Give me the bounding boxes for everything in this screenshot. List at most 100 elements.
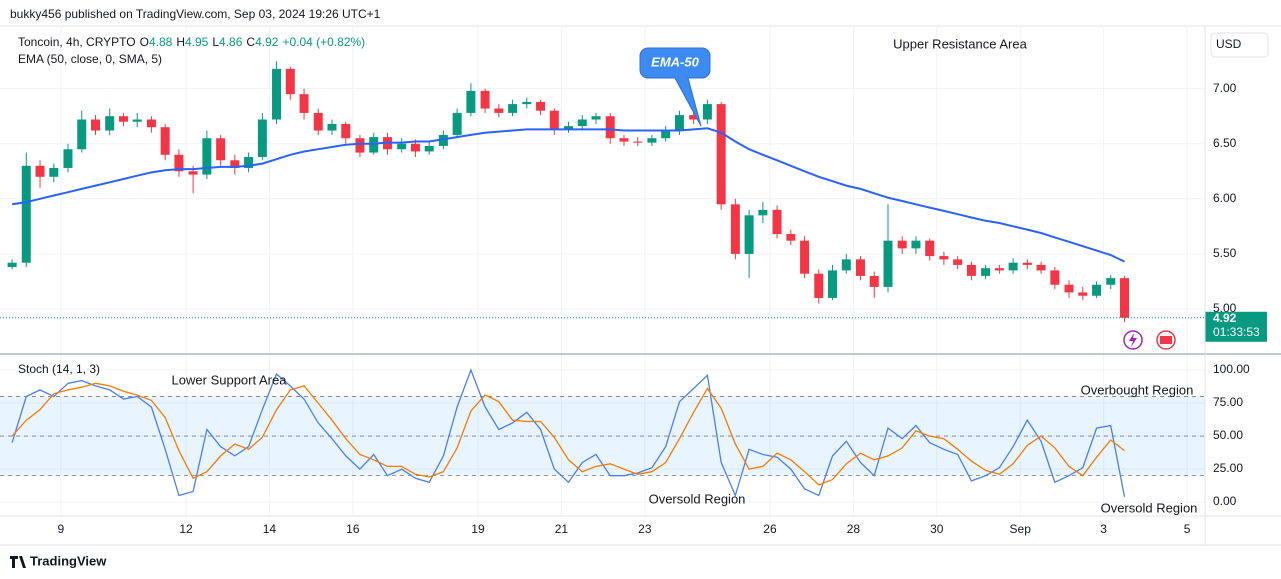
series-line <box>11 382 1125 486</box>
y-tick-label: 5.50 <box>1213 246 1237 260</box>
candle-body <box>132 119 142 122</box>
candle-body <box>564 126 574 130</box>
y-tick-label: 100.00 <box>1213 362 1250 376</box>
ohlc-o: O4.88 <box>139 35 173 49</box>
candle-body <box>939 256 949 260</box>
last-price-label: 4.92 <box>1213 311 1237 325</box>
series-line <box>11 127 1125 263</box>
candle-body <box>91 119 101 131</box>
candle-body <box>855 259 865 276</box>
symbol: Toncoin, 4h, CRYPTO <box>18 35 136 49</box>
candle-body <box>744 215 754 254</box>
marks <box>0 61 1205 498</box>
y-tick-label: 6.50 <box>1213 136 1237 150</box>
candle-body <box>577 119 587 127</box>
candle-body <box>800 240 810 274</box>
currency-label[interactable]: USD <box>1216 37 1242 51</box>
candle-body <box>911 240 921 249</box>
y-tick-label: 50.00 <box>1213 428 1243 442</box>
ohlc-l: L4.86 <box>212 35 243 49</box>
candle-body <box>1106 278 1116 285</box>
candle-body <box>814 273 824 298</box>
annotation: Oversold Region <box>649 491 746 506</box>
x-tick-label: 21 <box>555 522 569 536</box>
candle-body <box>49 167 59 177</box>
candle-body <box>1092 284 1102 296</box>
economic-icon-flag <box>1160 336 1172 344</box>
x-tick-label: 28 <box>847 522 861 536</box>
candle-body <box>702 104 712 120</box>
candle-body <box>160 127 170 155</box>
candle-body <box>661 130 671 139</box>
candle-body <box>883 240 893 287</box>
candle-body <box>438 134 448 146</box>
candle-body <box>452 112 462 135</box>
ema-name: EMA (50, close, 0, SMA, 5) <box>18 52 163 66</box>
candle-body <box>494 108 504 113</box>
annotation: Upper Resistance Area <box>893 36 1027 51</box>
candle-body <box>633 141 643 143</box>
ohlc-h: H4.95 <box>176 35 209 49</box>
x-tick-label: 30 <box>930 522 944 536</box>
countdown-label: 01:33:53 <box>1213 325 1260 339</box>
callout-text: EMA-50 <box>651 54 699 69</box>
candle-body <box>341 123 351 139</box>
candle-body <box>216 138 226 161</box>
candle-body <box>1050 270 1060 285</box>
candle-body <box>369 137 379 153</box>
stoch-name: Stoch (14, 1, 3) <box>18 362 101 376</box>
labels: bukky456 published on TradingView.com, S… <box>10 7 1267 568</box>
candle-body <box>397 143 407 150</box>
y-tick-label: 7.00 <box>1213 81 1237 95</box>
stoch-bands <box>0 396 1205 477</box>
candle-body <box>188 171 198 175</box>
candle-body <box>716 104 726 205</box>
candle-body <box>522 101 532 105</box>
candle-body <box>174 154 184 172</box>
candle-body <box>536 101 546 111</box>
candle-body <box>869 275 879 287</box>
y-tick-label: 75.00 <box>1213 395 1243 409</box>
candle-body <box>1036 264 1046 271</box>
x-tick-label: 26 <box>763 522 777 536</box>
annotation: Overbought Region <box>1081 382 1194 397</box>
candle-body <box>1022 262 1032 265</box>
candle-body <box>272 68 282 120</box>
footer-logo <box>10 556 26 568</box>
y-tick-label: 6.00 <box>1213 191 1237 205</box>
candle-body <box>925 240 935 257</box>
candle-body <box>313 112 323 131</box>
x-tick-label: Sep <box>1010 522 1032 536</box>
candle-body <box>619 138 629 142</box>
x-tick-label: 23 <box>638 522 652 536</box>
candle-body <box>897 240 907 249</box>
candle-body <box>828 270 838 298</box>
series-line <box>11 368 1126 498</box>
candle-body <box>758 209 768 216</box>
candle-body <box>1064 284 1074 293</box>
candle-body <box>118 116 128 122</box>
callout-box <box>639 47 711 127</box>
candle-body <box>77 119 87 150</box>
candle-body <box>202 138 212 175</box>
candle-body <box>549 110 559 130</box>
candle-body <box>327 123 337 131</box>
candle-body <box>63 149 73 168</box>
candle-body <box>1119 278 1129 318</box>
event-icon-bolt <box>1129 333 1137 347</box>
stoch-legend: Stoch (14, 1, 3) <box>18 362 100 376</box>
candle-body <box>21 165 31 263</box>
candle-body <box>410 143 420 152</box>
x-tick-label: 12 <box>179 522 193 536</box>
candle-body <box>146 119 156 128</box>
change: +0.04 (+0.82%) <box>282 35 366 49</box>
candle-body <box>424 145 434 152</box>
candle-body <box>674 115 684 131</box>
candle-body <box>35 165 45 177</box>
candle-body <box>7 262 17 268</box>
y-tick-label: 25.00 <box>1213 461 1243 475</box>
currency-button[interactable] <box>1210 32 1269 58</box>
candle-body <box>605 116 615 139</box>
